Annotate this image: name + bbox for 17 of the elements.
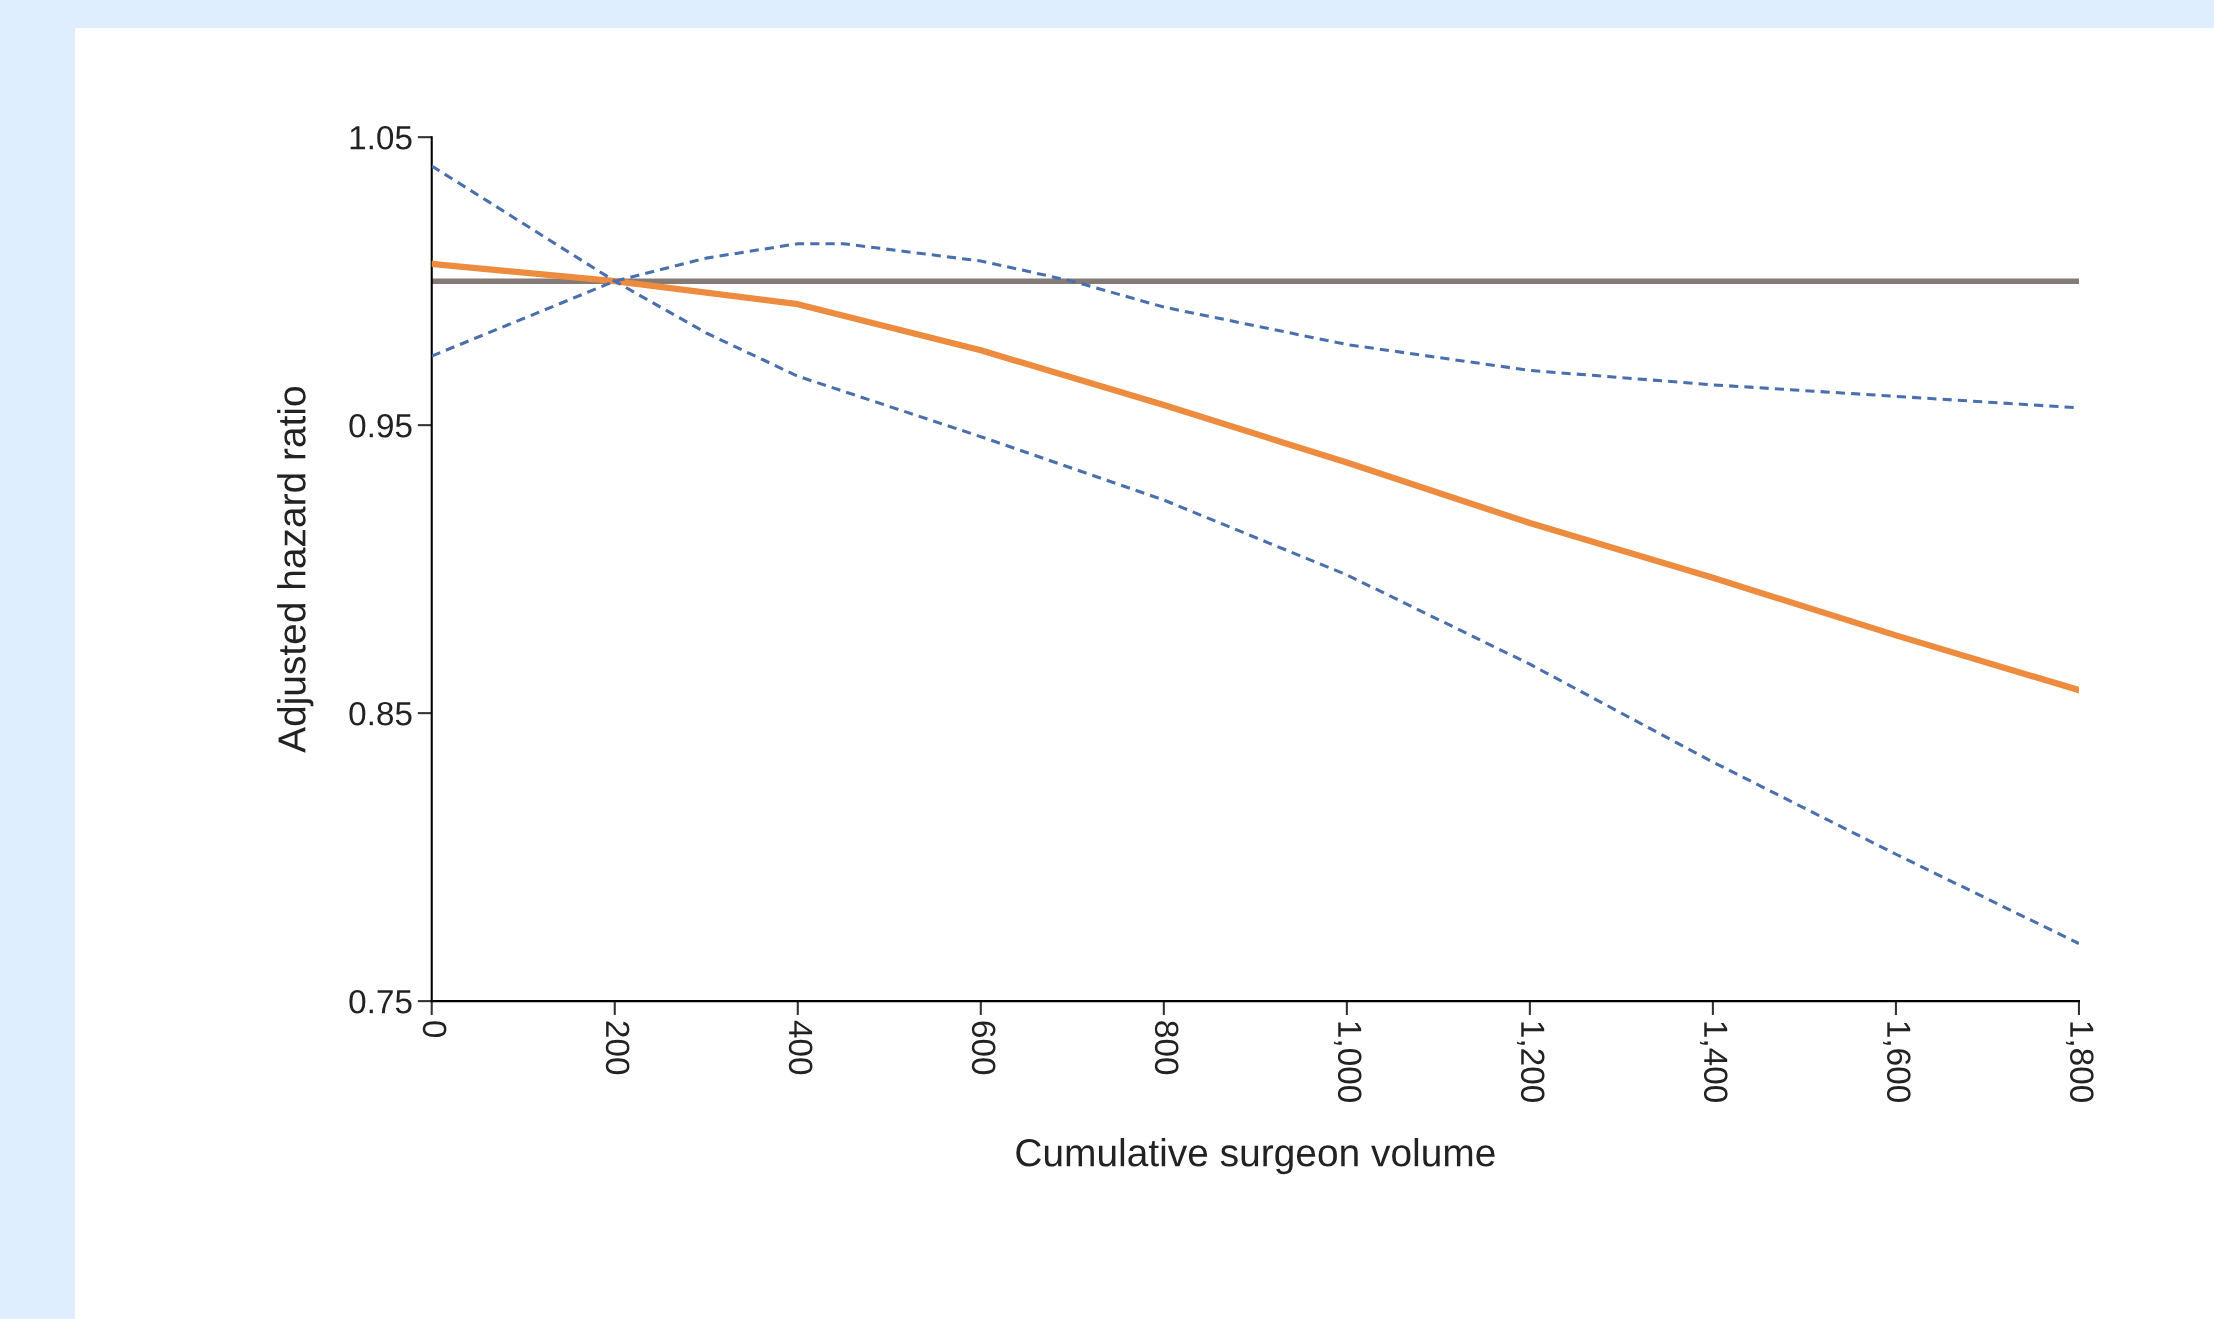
x-tick-label: 400 [788,1020,813,1075]
y-axis-title: Adjusted hazard ratio [277,387,314,753]
x-tick-label: 1,400 [1700,1022,1728,1102]
y-tick-label: 1.05 [350,125,412,150]
x-tick-label: 800 [1154,1021,1179,1075]
x-tick-label: 1,600 [1883,1022,1911,1102]
x-axis-title: Cumulative surgeon volume [1016,1138,1495,1175]
x-tick-label: 1,000 [1333,1022,1362,1102]
x-tick-label: 1,200 [1516,1022,1545,1102]
x-tick-label: 600 [971,1021,996,1075]
line-series [431,164,2079,946]
y-tick-label: 0.95 [349,413,412,438]
y-tick-label: 0.85 [349,701,412,726]
x-tick-label: 200 [605,1021,630,1075]
y-tick-label: 0.75 [349,989,412,1014]
x-tick-label: 1,800 [2066,1022,2094,1102]
x-tick-label: 0 [422,1021,447,1038]
